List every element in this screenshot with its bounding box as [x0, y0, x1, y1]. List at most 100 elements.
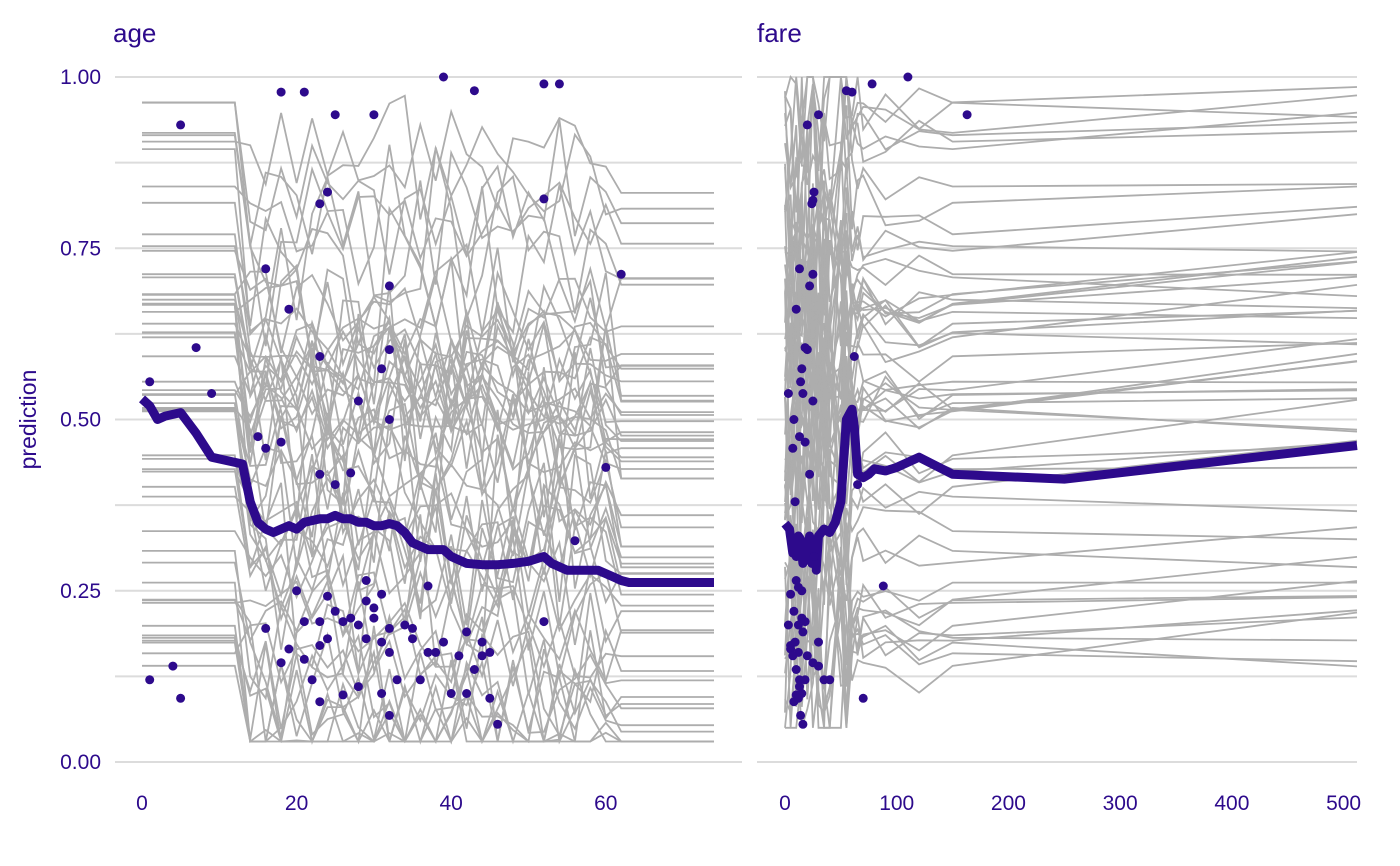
- observation-point: [439, 637, 448, 647]
- ice-line: [784, 75, 1358, 254]
- observation-point: [353, 396, 363, 406]
- y-tick-label: 1.00: [60, 66, 101, 89]
- observation-point: [423, 647, 433, 657]
- ice-line: [142, 148, 714, 337]
- ice-line: [142, 256, 714, 402]
- observation-point: [176, 693, 186, 703]
- observation-point: [783, 389, 793, 398]
- observation-point: [415, 675, 425, 685]
- ice-line: [142, 383, 714, 567]
- observation-point: [805, 469, 815, 479]
- observation-point: [462, 689, 472, 698]
- observation-point: [400, 620, 410, 630]
- ice-line: [142, 304, 714, 469]
- observation-point: [276, 658, 286, 668]
- ice-lines: [784, 75, 1358, 729]
- observation-point: [808, 396, 818, 406]
- observation-point: [814, 110, 823, 120]
- ice-line: [784, 397, 1358, 578]
- observation-point: [353, 682, 363, 692]
- observation-point: [284, 304, 294, 314]
- observation-point: [539, 617, 549, 627]
- ice-line: [142, 470, 714, 677]
- observation-point: [315, 352, 325, 361]
- observation-point: [462, 627, 472, 637]
- ice-line: [142, 613, 714, 699]
- observation-point: [369, 603, 379, 613]
- observation-point: [446, 689, 456, 698]
- observation-point: [800, 437, 810, 447]
- observation-point: [315, 469, 325, 479]
- observation-point: [798, 389, 808, 398]
- ice-line: [784, 566, 1358, 729]
- observation-point: [346, 468, 356, 478]
- observation-point: [145, 675, 155, 685]
- observation-point: [814, 637, 823, 647]
- observation-point: [346, 613, 356, 623]
- y-tick-label: 0.25: [60, 580, 101, 603]
- observation-point: [811, 565, 821, 575]
- observation-point: [323, 634, 332, 644]
- observation-point: [477, 651, 487, 661]
- ice-line: [142, 361, 714, 445]
- observation-point: [276, 437, 286, 447]
- ice-line: [142, 397, 714, 483]
- ice-line: [142, 372, 714, 455]
- ice-line: [784, 499, 1358, 712]
- observation-point: [384, 345, 394, 355]
- observation-point: [176, 120, 186, 130]
- observation-point: [477, 637, 487, 647]
- observation-point: [903, 72, 913, 82]
- ice-line: [142, 356, 714, 444]
- y-axis: 0.00 0.25 0.50 0.75 1.00: [60, 66, 101, 774]
- observation-point: [377, 589, 387, 599]
- observation-point: [377, 689, 387, 698]
- observation-point: [847, 87, 857, 97]
- observation-point: [791, 665, 801, 674]
- observation-point: [539, 194, 549, 204]
- observation-point: [423, 581, 433, 591]
- observation-point: [207, 389, 217, 398]
- observation-point: [330, 110, 340, 120]
- ice-line: [142, 108, 714, 212]
- ice-line: [784, 76, 1358, 211]
- observation-point: [369, 613, 379, 623]
- observation-point: [361, 634, 371, 644]
- ice-line: [142, 322, 714, 440]
- panel-fare: 0 100 200 300 400 500 fare: [757, 18, 1361, 815]
- observation-point: [790, 637, 800, 647]
- observation-point: [798, 719, 808, 729]
- ice-line: [142, 636, 714, 745]
- x-axis: 0 20 40 60: [136, 792, 617, 815]
- panel-age: 0 20 40 60 age: [113, 18, 742, 815]
- observation-point: [802, 651, 812, 661]
- x-tick-label: 500: [1326, 792, 1361, 815]
- observation-point: [786, 644, 796, 654]
- observation-point: [323, 591, 332, 601]
- ice-line: [142, 453, 714, 592]
- observation-point: [408, 623, 417, 633]
- observation-point: [789, 415, 799, 424]
- observation-point: [330, 606, 340, 616]
- observation-point: [145, 377, 155, 387]
- pdp-line-group: [781, 404, 1358, 573]
- observation-point: [493, 719, 503, 729]
- observation-point: [299, 87, 309, 97]
- observation-point: [369, 110, 379, 120]
- observation-point: [570, 536, 580, 546]
- x-tick-label: 200: [991, 792, 1026, 815]
- observation-points: [783, 72, 972, 729]
- ice-line: [784, 201, 1358, 330]
- observation-point: [384, 647, 394, 657]
- observation-point: [191, 343, 201, 353]
- pdp-line-group: [138, 395, 714, 587]
- ice-line: [142, 303, 714, 562]
- y-tick-label: 0.75: [60, 237, 101, 260]
- observation-point: [554, 79, 564, 89]
- observation-point: [802, 120, 812, 130]
- observation-point: [485, 693, 495, 703]
- observation-point: [439, 72, 448, 82]
- observation-point: [330, 480, 340, 490]
- ice-line: [142, 561, 714, 738]
